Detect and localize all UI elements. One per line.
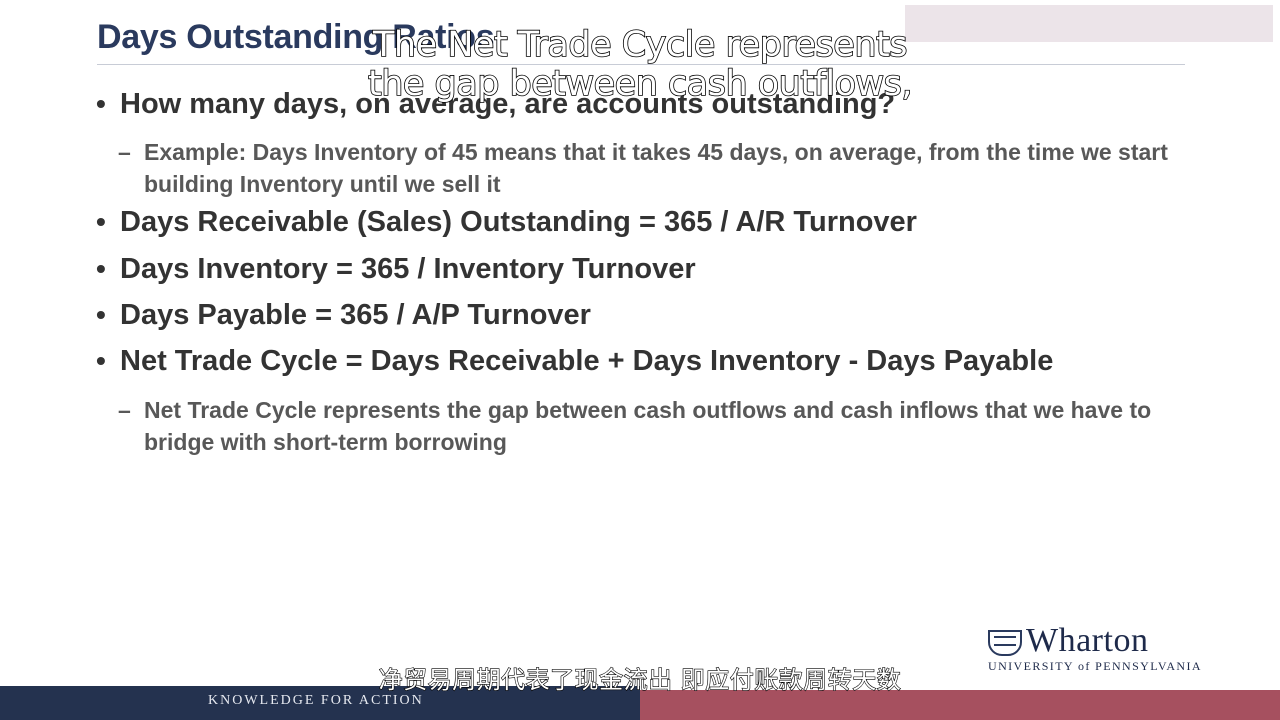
logo-wordmark: Wharton	[1026, 622, 1149, 659]
bullet-marker: •	[96, 253, 106, 284]
bullet-3: • Days Inventory = 365 / Inventory Turno…	[96, 253, 696, 286]
english-caption-line-1: The Net Trade Cycle represents	[372, 24, 908, 66]
bullet-text: Days Inventory = 365 / Inventory Turnove…	[120, 253, 696, 285]
bullet-5: • Net Trade Cycle = Days Receivable + Da…	[96, 345, 1054, 378]
english-caption-line-2: the gap between cash outflows,	[367, 63, 913, 105]
bullet-text: Net Trade Cycle = Days Receivable + Days…	[120, 345, 1054, 377]
bullet-marker: •	[96, 345, 106, 376]
sub-bullet-marker: –	[118, 139, 131, 165]
title-divider	[97, 64, 1185, 65]
slide-title: Days Outstanding Ratios	[97, 18, 495, 56]
footer-tagline: KNOWLEDGE FOR ACTION	[208, 693, 424, 708]
sub-bullet-marker: –	[118, 397, 131, 423]
bullet-2: • Days Receivable (Sales) Outstanding = …	[96, 206, 917, 239]
sub-bullet-text: Example: Days Inventory of 45 means that…	[144, 139, 1168, 197]
bullet-1: • How many days, on average, are account…	[96, 88, 896, 121]
bullet-marker: •	[96, 88, 106, 119]
bullet-text: Days Payable = 365 / A/P Turnover	[120, 299, 591, 331]
bullet-text: Days Receivable (Sales) Outstanding = 36…	[120, 206, 917, 238]
slide-content: • How many days, on average, are account…	[96, 88, 1184, 458]
bullet-marker: •	[96, 299, 106, 330]
shield-icon	[988, 630, 1022, 656]
bullet-text: How many days, on average, are accounts …	[120, 88, 896, 120]
footer-red-band	[640, 690, 1280, 720]
bullet-4: • Days Payable = 365 / A/P Turnover	[96, 299, 591, 332]
top-right-badge	[905, 5, 1273, 42]
sub-bullet-text: Net Trade Cycle represents the gap betwe…	[144, 397, 1152, 455]
logo-university: UNIVERSITY of PENNSYLVANIA	[988, 659, 1202, 673]
sub-bullet-1: – Example: Days Inventory of 45 means th…	[118, 136, 1184, 200]
footer-navy-band	[0, 686, 640, 720]
sub-bullet-2: – Net Trade Cycle represents the gap bet…	[118, 394, 1184, 458]
bullet-marker: •	[96, 206, 106, 237]
chinese-subtitle: 净贸易周期代表了现金流出 即应付账款周转天数	[378, 665, 902, 694]
wharton-logo: Wharton UNIVERSITY of PENNSYLVANIA	[988, 622, 1201, 673]
